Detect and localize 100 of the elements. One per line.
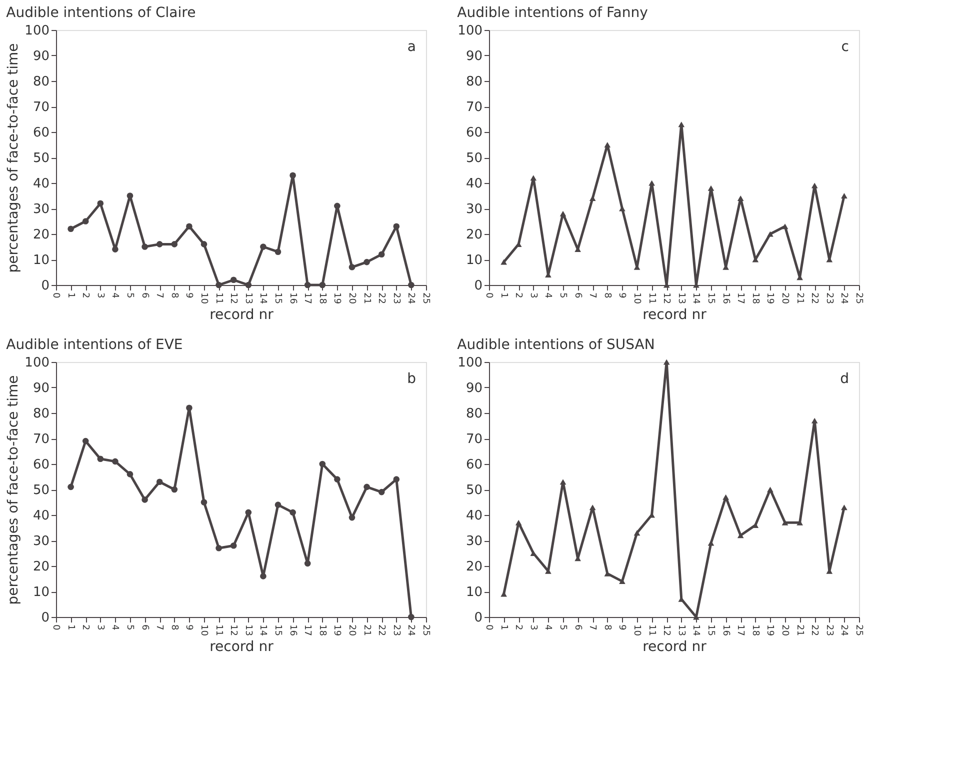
point bbox=[408, 282, 414, 288]
x-tick-label: 22 bbox=[376, 292, 386, 304]
x-tick-label: 10 bbox=[198, 292, 208, 304]
y-tick-label: 40 bbox=[466, 508, 482, 524]
x-tick-label: 3 bbox=[94, 624, 105, 630]
point bbox=[811, 182, 818, 188]
y-tick-label: 40 bbox=[32, 508, 50, 524]
y-tick-label: 10 bbox=[32, 585, 50, 600]
point bbox=[200, 499, 208, 506]
y-tick-label: 70 bbox=[466, 100, 482, 115]
point bbox=[500, 259, 507, 265]
point bbox=[364, 258, 370, 266]
point bbox=[841, 193, 848, 198]
y-tick-label: 30 bbox=[466, 534, 482, 549]
x-tick-label: 12 bbox=[228, 292, 238, 304]
point bbox=[112, 458, 118, 465]
x-tick-label: 25 bbox=[420, 292, 430, 304]
point bbox=[841, 504, 848, 510]
x-tick-label: 6 bbox=[572, 624, 582, 630]
point bbox=[604, 142, 611, 148]
point bbox=[678, 122, 685, 128]
x-tick-label: 24 bbox=[406, 292, 416, 304]
point bbox=[634, 530, 640, 536]
point bbox=[334, 202, 340, 210]
y-tick-label: 60 bbox=[32, 126, 50, 140]
y-tick-label: 20 bbox=[466, 228, 482, 242]
x-tick-label: 16 bbox=[720, 292, 730, 304]
x-axis-title: record nr bbox=[210, 306, 274, 323]
x-tick-label: 4 bbox=[110, 292, 120, 298]
point bbox=[767, 486, 774, 492]
x-tick-label: 4 bbox=[542, 624, 553, 630]
x-tick-label: 16 bbox=[287, 292, 298, 304]
x-tick-label: 14 bbox=[258, 624, 268, 636]
y-tick-label: 20 bbox=[32, 228, 50, 242]
x-tick-label: 17 bbox=[302, 292, 312, 304]
x-tick-label: 3 bbox=[94, 292, 105, 298]
point bbox=[216, 282, 222, 288]
y-tick-label: 30 bbox=[32, 534, 50, 549]
x-tick-label: 1 bbox=[65, 624, 76, 630]
y-tick-label: 90 bbox=[466, 381, 482, 396]
y-tick-label: 10 bbox=[466, 585, 482, 600]
annotation: d bbox=[840, 371, 849, 387]
x-tick-label: 11 bbox=[646, 292, 656, 304]
chart-title: Audible intentions of Claire bbox=[6, 5, 196, 21]
x-tick-label: 1 bbox=[65, 292, 76, 298]
x-tick-label: 17 bbox=[302, 624, 312, 636]
x-tick-label: 23 bbox=[824, 624, 834, 636]
x-tick-label: 22 bbox=[376, 624, 386, 636]
point bbox=[515, 520, 522, 526]
point bbox=[530, 550, 537, 556]
point bbox=[530, 175, 537, 181]
x-tick-label: 17 bbox=[735, 292, 746, 304]
point bbox=[348, 514, 356, 521]
point bbox=[737, 532, 744, 538]
x-tick-label: 23 bbox=[824, 292, 834, 304]
point bbox=[171, 241, 178, 248]
chart-title: Audible intentions of Fanny bbox=[457, 5, 648, 21]
point bbox=[126, 192, 134, 199]
x-tick-label: 18 bbox=[316, 624, 327, 636]
point bbox=[97, 200, 104, 207]
point bbox=[290, 509, 296, 516]
y-axis-title: percentages of face-to-face time bbox=[6, 375, 22, 605]
y-tick-label: 80 bbox=[32, 406, 50, 422]
point bbox=[408, 614, 414, 620]
x-tick-label: 21 bbox=[361, 292, 372, 304]
y-tick-label: 10 bbox=[466, 253, 482, 268]
x-tick-label: 8 bbox=[168, 624, 179, 630]
y-tick-label: 70 bbox=[32, 432, 50, 447]
y-tick-label: 50 bbox=[466, 151, 482, 166]
y-tick-label: 70 bbox=[32, 100, 50, 115]
x-tick-label: 24 bbox=[406, 624, 416, 636]
y-tick-label: 80 bbox=[32, 74, 50, 90]
x-tick-label: 18 bbox=[750, 624, 760, 636]
x-axis-title: record nr bbox=[210, 638, 274, 655]
point bbox=[648, 180, 655, 186]
y-tick-label: 40 bbox=[32, 176, 50, 192]
point bbox=[589, 504, 596, 510]
point bbox=[378, 488, 385, 496]
x-tick-label: 6 bbox=[139, 624, 150, 630]
x-tick-label: 22 bbox=[809, 292, 820, 304]
x-tick-label: 16 bbox=[720, 624, 730, 636]
point bbox=[156, 241, 163, 248]
x-tick-label: 7 bbox=[587, 292, 598, 298]
x-tick-label: 20 bbox=[346, 624, 356, 636]
x-tick-label: 2 bbox=[513, 292, 524, 298]
point bbox=[82, 218, 89, 224]
point bbox=[393, 223, 400, 230]
point bbox=[722, 494, 729, 500]
x-tick-label: 20 bbox=[780, 624, 790, 636]
x-tick-label: 13 bbox=[242, 292, 253, 304]
point bbox=[126, 471, 134, 478]
point bbox=[811, 418, 818, 424]
y-tick-label: 10 bbox=[32, 253, 50, 268]
point bbox=[260, 573, 266, 580]
annotation: c bbox=[841, 39, 849, 55]
x-tick-label: 14 bbox=[690, 624, 701, 636]
x-tick-label: 24 bbox=[838, 292, 849, 304]
chart-title: Audible intentions of SUSAN bbox=[457, 337, 655, 353]
x-tick-label: 11 bbox=[213, 292, 224, 304]
x-tick-label: 11 bbox=[213, 624, 224, 636]
